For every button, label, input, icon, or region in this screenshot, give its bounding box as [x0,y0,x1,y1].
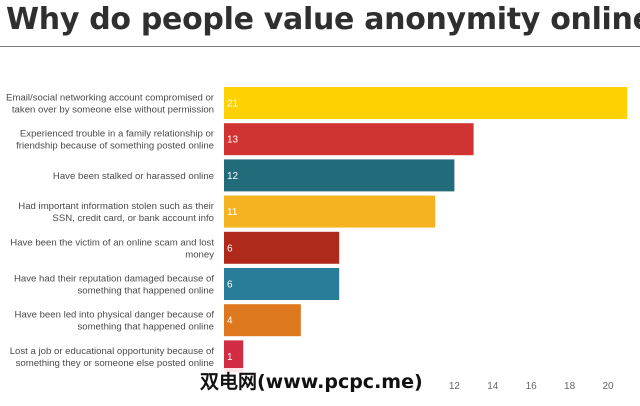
bar-value-label: 12 [227,171,239,182]
bar-value-label: 6 [227,280,233,291]
bars-layer: Email/social networking account compromi… [6,87,628,373]
bar [224,195,436,228]
bar-row: Have been the victim of an online scam a… [10,231,340,264]
bar [224,340,244,373]
x-axis-ticks: 101214161820 [410,381,614,392]
bar-value-label: 13 [227,135,239,146]
title-divider [0,46,640,47]
category-label-line: Have been led into physical danger becau… [15,310,215,321]
category-label: Lost a job or educational opportunity be… [10,346,215,369]
bar-row: Lost a job or educational opportunity be… [10,340,244,373]
bar-value-label: 4 [227,316,233,327]
category-label-line: Experienced trouble in a family relation… [20,129,215,140]
x-tick-label: 18 [564,381,576,392]
category-label-line: money [185,249,214,260]
category-label: Experienced trouble in a family relation… [16,129,215,152]
x-tick-label: 14 [487,381,499,392]
category-label-line: Email/social networking account compromi… [6,93,215,104]
bar-row: Had important information stolen such as… [18,195,436,228]
x-tick-label: 12 [449,381,461,392]
category-label: Have had their reputation damaged becaus… [14,274,214,297]
x-tick-label: 20 [602,381,614,392]
bar-row: Have been led into physical danger becau… [15,304,301,337]
bar-row: Have had their reputation damaged becaus… [14,268,340,300]
category-label-line: something they or someone else posted on… [16,358,214,369]
bar-value-label: 6 [227,243,233,254]
category-label-line: taken over by someone else without permi… [12,105,214,116]
bar-row: Email/social networking account compromi… [6,87,628,119]
bar-value-label: 21 [227,99,239,110]
bar [224,87,628,119]
bar [224,304,301,337]
watermark: 双电网(www.pcpc.me) [196,368,429,395]
category-label: Had important information stolen such as… [18,201,215,224]
category-label-line: SSN, credit card, or bank account info [52,213,214,224]
category-label: Have been led into physical danger becau… [15,310,215,333]
category-label: Have been stalked or harassed online [53,171,214,182]
category-label-line: Had important information stolen such as… [18,201,215,212]
bar-value-label: 11 [227,207,238,218]
category-label-line: Have been the victim of an online scam a… [10,237,214,248]
bar-row: Have been stalked or harassed online 12 [53,159,455,192]
bar [224,159,455,192]
category-label-line: friendship because of something posted o… [16,141,214,152]
bar-row: Experienced trouble in a family relation… [16,123,474,156]
bar [224,123,474,156]
category-label: Email/social networking account compromi… [6,93,215,116]
category-label-line: Have had their reputation damaged becaus… [14,274,214,285]
bar-value-label: 1 [227,352,233,363]
category-label: Have been the victim of an online scam a… [10,237,214,260]
category-label-line: something that happened online [77,322,214,333]
category-label-line: something that happened online [77,286,214,297]
bar [224,231,340,264]
category-label-line: Lost a job or educational opportunity be… [10,346,215,357]
category-label-line: Have been stalked or harassed online [53,171,214,182]
chart-title: Why do people value anonymity online? [6,2,640,37]
bar [224,268,340,300]
x-tick-label: 16 [526,381,538,392]
